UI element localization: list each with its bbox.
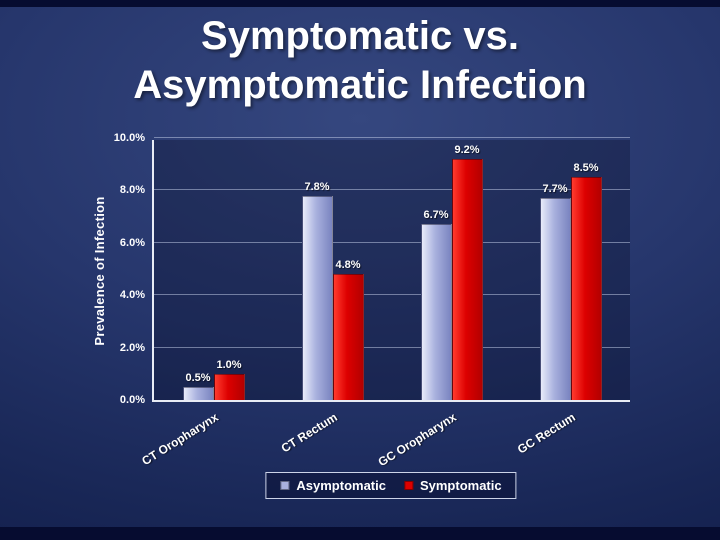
legend-label: Asymptomatic [296, 478, 386, 493]
slide-title: Symptomatic vs. Asymptomatic Infection [0, 12, 720, 110]
gridline [154, 346, 630, 348]
legend-swatch [280, 481, 290, 490]
title-line-2: Asymptomatic Infection [133, 62, 587, 107]
category-group: 7.7% 8.5% GC Rectum [511, 140, 630, 456]
plot-area: 0.0% 2.0% 4.0% 6.0% 8.0% 10.0% 0.5% 1.0% CT Oro… [114, 132, 630, 469]
bar-value-label: 1.0% [216, 358, 242, 371]
title-line-1: Symptomatic vs. [201, 14, 519, 58]
bar-value-label: 7.8% [304, 180, 330, 193]
y-tick-label: 2.0% [119, 341, 145, 354]
bar-asymptomatic: 7.7% [539, 183, 571, 400]
category-group: 7.8% 4.8% CT Rectum [273, 140, 392, 455]
bar-symptomatic: 8.5% [570, 162, 602, 400]
gridline [154, 137, 630, 138]
top-border-strip [0, 0, 720, 7]
y-tick-label: 0.0% [119, 394, 145, 406]
category-group: 6.7% 9.2% GC Oropharynx [376, 140, 511, 469]
bar-asymptomatic: 6.7% [420, 209, 452, 400]
bar-value-label: 0.5% [185, 371, 211, 384]
gridline [154, 241, 630, 243]
bar-symptomatic: 4.8% [332, 259, 364, 400]
bar-value-label: 8.5% [573, 162, 599, 175]
bar-symptomatic: 9.2% [451, 144, 483, 400]
legend-label: Symptomatic [419, 478, 502, 493]
category-label: CT Rectum [278, 410, 340, 456]
bar-chart: Prevalence of Infection 0.0% 2.0% 4.0% 6.0%… [88, 120, 636, 525]
bar-value-label: 4.8% [335, 259, 361, 272]
bar-symptomatic: 1.0% [213, 359, 245, 400]
bottom-border-strip [0, 527, 720, 540]
legend: Asymptomatic Symptomatic [265, 472, 517, 499]
legend-item-asymptomatic: Asymptomatic [280, 478, 386, 493]
legend-swatch [403, 481, 413, 490]
category-group: 0.5% 1.0% CT Oropharynx [139, 140, 273, 468]
bar-value-label: 7.7% [542, 183, 568, 196]
y-axis-title: Prevalence of Infection [92, 196, 107, 346]
y-tick-label: 6.0% [119, 236, 145, 249]
bar-asymptomatic: 0.5% [182, 372, 214, 400]
legend-item-symptomatic: Symptomatic [403, 478, 502, 493]
category-label: GC Oropharynx [375, 410, 459, 470]
category-label: CT Oropharynx [139, 410, 221, 469]
y-tick-label: 8.0% [119, 184, 145, 197]
bar-value-label: 9.2% [454, 143, 480, 156]
gridline [154, 294, 630, 296]
y-tick-label: 10.0% [113, 132, 145, 144]
gridline [154, 189, 630, 191]
bar-value-label: 6.7% [423, 209, 449, 222]
y-tick-label: 4.0% [119, 289, 145, 302]
bar-groups: 0.5% 1.0% CT Oropharynx 7.8% 4.8% CT Rectum 6.… [139, 140, 630, 469]
bar-asymptomatic: 7.8% [301, 181, 333, 400]
category-label: GC Rectum [515, 410, 578, 457]
